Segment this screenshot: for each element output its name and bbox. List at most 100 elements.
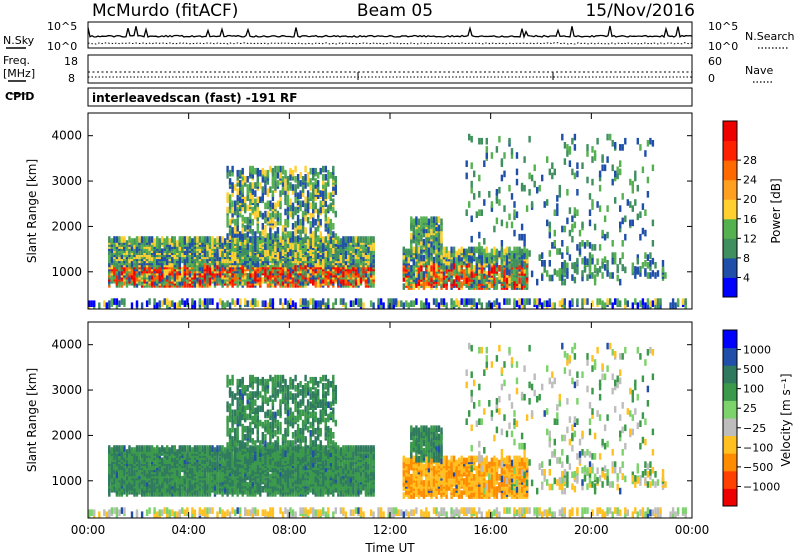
- power-echo-cell: [503, 275, 506, 282]
- power-echo-cell: [410, 269, 413, 276]
- colorbar-segment: [723, 179, 737, 200]
- power-echo-cell: [304, 298, 307, 305]
- power-echo-cell: [251, 229, 254, 236]
- power-echo-cell: [646, 140, 650, 147]
- velocity-echo-cell: [181, 484, 184, 491]
- power-echo-cell: [500, 219, 504, 227]
- power-echo-cell: [156, 302, 159, 309]
- power-echo-cell: [523, 184, 526, 192]
- power-echo-cell: [563, 225, 567, 233]
- power-echo-cell: [611, 164, 614, 172]
- power-echo-cell: [319, 200, 322, 208]
- power-echo-cell: [254, 202, 257, 210]
- power-echo-cell: [503, 298, 506, 305]
- power-echo-cell: [468, 133, 471, 141]
- nsky-trace: [87, 25, 693, 39]
- power-echo-cell: [364, 252, 368, 260]
- power-echo-cell: [631, 186, 634, 194]
- velocity-echo-cell: [176, 477, 179, 485]
- power-echo-cell: [274, 266, 277, 274]
- power-echo-cell: [422, 281, 426, 288]
- colorbar-segment: [723, 199, 737, 220]
- power-echo-cell: [236, 169, 239, 177]
- power-echo-cell: [193, 272, 197, 280]
- power-echo-cell: [649, 252, 652, 259]
- power-echo-cell: [208, 236, 212, 243]
- power-echo-cell: [261, 212, 264, 220]
- velocity-echo-cell: [173, 445, 176, 452]
- power-echo-cell: [161, 254, 164, 262]
- power-echo-cell: [244, 180, 247, 187]
- power-echo-cell: [427, 271, 431, 278]
- power-echo-cell: [319, 277, 322, 284]
- velocity-echo-cell: [173, 484, 176, 491]
- power-echo-cell: [294, 190, 297, 197]
- power-echo-cell: [485, 281, 488, 288]
- power-echo-cell: [241, 167, 244, 175]
- power-echo-cell: [271, 251, 275, 259]
- power-echo-cell: [203, 248, 207, 255]
- power-echo-cell: [503, 170, 506, 178]
- power-echo-cell: [296, 235, 300, 242]
- power-echo-cell: [490, 256, 494, 264]
- power-echo-cell: [493, 254, 496, 262]
- power-echo-cell: [294, 243, 297, 250]
- power-echo-cell: [483, 248, 486, 256]
- power-echo-cell: [301, 200, 305, 208]
- power-echo-cell: [417, 273, 421, 280]
- power-echo-cell: [440, 298, 443, 305]
- power-echo-cell: [440, 252, 443, 260]
- power-echo-cell: [563, 302, 566, 309]
- power-echo-cell: [616, 298, 619, 305]
- power-echo-cell: [548, 298, 551, 305]
- power-echo-cell: [593, 223, 597, 231]
- power-echo-cell: [324, 236, 327, 243]
- velocity-echo-cell: [178, 488, 181, 495]
- power-echo-cell: [377, 298, 380, 305]
- power-echo-cell: [457, 275, 461, 282]
- power-echo-cell: [500, 158, 504, 165]
- power-echo-cell: [354, 246, 358, 253]
- colorbar-segment: [723, 121, 737, 142]
- power-echo-cell: [581, 302, 584, 309]
- power-echo-cell: [329, 245, 332, 253]
- power-echo-cell: [488, 281, 491, 288]
- power-echo-cell: [213, 275, 217, 282]
- velocity-echo-cell: [166, 490, 169, 497]
- beam-title: Beam 05: [357, 1, 433, 21]
- power-echo-cell: [495, 189, 499, 196]
- power-echo-cell: [281, 176, 285, 183]
- power-echo-cell: [249, 165, 252, 173]
- power-echo-cell: [339, 238, 343, 245]
- power-echo-cell: [473, 271, 476, 278]
- velocity-echo-cell: [166, 477, 169, 485]
- velocity-echo-cell: [110, 463, 114, 471]
- power-echo-cell: [636, 268, 639, 275]
- velocity-echo-cell: [115, 484, 119, 491]
- power-echo-cell: [150, 254, 154, 262]
- velocity-echo-cell: [196, 461, 199, 469]
- power-echo-cell: [490, 201, 494, 208]
- power-echo-cell: [239, 298, 242, 305]
- power-echo-cell: [148, 272, 151, 280]
- power-echo-cell: [513, 298, 516, 305]
- velocity-echo-cell: [158, 447, 161, 454]
- power-echo-cell: [324, 182, 327, 189]
- power-echo-cell: [495, 283, 499, 290]
- power-echo-cell: [183, 236, 186, 243]
- power-echo-cell: [279, 165, 282, 173]
- power-echo-cell: [614, 170, 617, 178]
- velocity-echo-cell: [203, 471, 207, 479]
- power-echo-cell: [266, 302, 270, 309]
- power-echo-cell: [596, 201, 599, 208]
- power-echo-cell: [168, 238, 171, 245]
- power-echo-cell: [261, 236, 264, 243]
- velocity-echo-cell: [166, 467, 169, 475]
- power-echo-cell: [644, 268, 647, 275]
- power-echo-cell: [113, 298, 116, 305]
- power-echo-cell: [236, 238, 239, 245]
- power-echo-cell: [309, 227, 312, 234]
- power-echo-cell: [508, 262, 511, 270]
- power-echo-cell: [536, 186, 539, 194]
- power-echo-cell: [319, 231, 322, 238]
